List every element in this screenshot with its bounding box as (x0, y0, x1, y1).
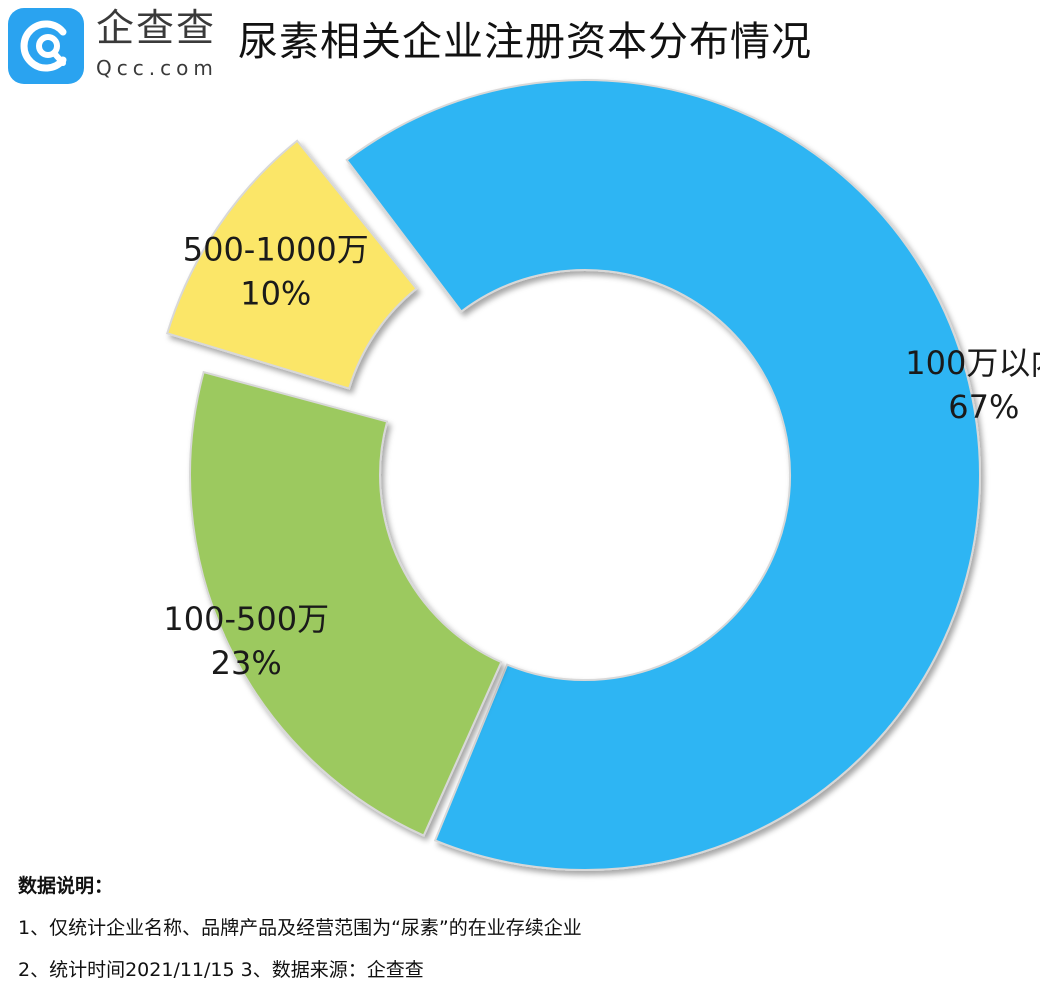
notes-line-1: 1、仅统计企业名称、品牌产品及经营范围为“尿素”的在业存续企业 (18, 917, 582, 939)
qcc-logo-icon (8, 8, 84, 84)
slice-label-1: 100万以内67% (905, 344, 1040, 426)
slice-label-2: 100-500万 23% (163, 600, 329, 682)
notes-header: 数据说明： (18, 875, 114, 897)
slice-label-3: 500-1000万 10% (183, 230, 369, 312)
donut-slices (166, 79, 981, 871)
slice-2 (189, 370, 503, 837)
logo-subtext: Qcc.com (96, 56, 218, 80)
notes-line-2: 2、统计时间2021/11/15 3、数据来源：企查查 (18, 959, 424, 981)
chart-title: 尿素相关企业注册资本分布情况 (238, 19, 812, 65)
logo-text: 企查查 (96, 6, 217, 50)
slice-3 (166, 139, 418, 390)
slice-1 (345, 79, 981, 871)
